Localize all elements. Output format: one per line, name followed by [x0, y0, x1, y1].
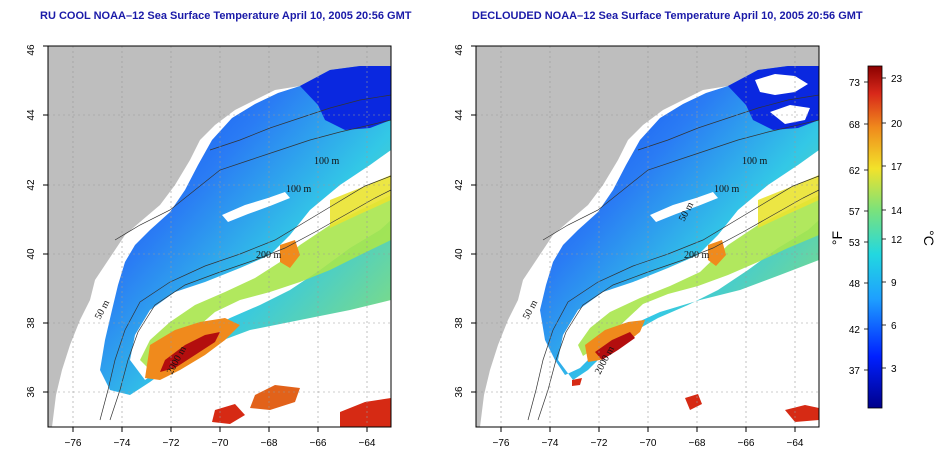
cloud-patch: [222, 192, 290, 222]
x-tick-label: −72: [163, 438, 180, 449]
map-title-left: RU COOL NOAA–12 Sea Surface Temperature …: [40, 10, 412, 22]
land-mass: [48, 46, 391, 427]
y-tick-label: 40: [26, 248, 37, 260]
sst-warm-pixels: [785, 405, 819, 422]
tick-marks: [471, 45, 796, 432]
isobath-label: 100 m: [314, 156, 340, 167]
sst-warm-eddy: [708, 240, 726, 266]
colorbar-f-tick: 42: [849, 325, 861, 336]
sst-gulf-stream-hot: [595, 332, 635, 360]
y-tick-label: 42: [454, 179, 465, 191]
sst-gulf-stream-hot: [160, 332, 220, 372]
y-tick-label: 44: [26, 109, 37, 121]
x-tick-label: −76: [65, 438, 82, 449]
x-tick-label: −74: [542, 438, 559, 449]
y-tick-label: 42: [26, 179, 37, 191]
colorbar-c-tick: 3: [891, 364, 897, 375]
isobath-label: 200 m: [684, 250, 710, 261]
colorbar-f-tick: 53: [849, 238, 861, 249]
colorbar-celsius-label: °C: [921, 230, 937, 246]
colorbar-c-tick: 12: [891, 235, 903, 246]
colorbar-c-tick: 17: [891, 162, 903, 173]
sst-gulf-of-maine: [300, 66, 391, 130]
y-tick-label: 38: [454, 317, 465, 329]
x-tick-label: −70: [212, 438, 229, 449]
sst-warm-slope: [578, 195, 819, 356]
y-tick-label: 44: [454, 109, 465, 121]
colorbar-c-tick: 20: [891, 119, 903, 130]
cloud-patch: [770, 105, 810, 124]
colorbar-c-tick: 6: [891, 321, 897, 332]
y-tick-label: 38: [26, 317, 37, 329]
isobath-label: 100 m: [742, 156, 768, 167]
sst-warm-pixels: [340, 398, 391, 427]
x-tick-label: −68: [689, 438, 706, 449]
tick-marks: [43, 45, 368, 432]
map-panel-right: 2000 m 50 m 50 m 200 m 100 m 100 m: [454, 44, 820, 449]
colorbar-c-tick: 23: [891, 74, 903, 85]
map-title-right: DECLOUDED NOAA–12 Sea Surface Temperatur…: [472, 10, 863, 22]
sst-warm-pixels-3: [212, 404, 245, 424]
isobath-label: 200 m: [256, 250, 282, 261]
x-tick-label: −72: [591, 438, 608, 449]
sst-warm-pixels-2: [685, 394, 702, 410]
colorbar-f-tick: 62: [849, 166, 861, 177]
grid-lines: [476, 46, 819, 427]
sst-warm-pixels-3: [572, 378, 582, 386]
x-tick-label: −64: [787, 438, 804, 449]
colorbar-c-tick: 14: [891, 206, 903, 217]
colorbar-f-tick: 57: [849, 207, 861, 218]
isobath-label: 100 m: [286, 184, 312, 195]
colorbar-f-tick: 48: [849, 279, 861, 290]
y-tick-label: 40: [454, 248, 465, 260]
x-tick-label: −74: [114, 438, 131, 449]
colorbar-fahrenheit-label: °F: [829, 231, 845, 245]
colorbar-f-tick: 68: [849, 120, 861, 131]
x-tick-label: −66: [738, 438, 755, 449]
x-tick-label: −64: [359, 438, 376, 449]
sst-warm-slope: [140, 195, 391, 370]
y-tick-label: 36: [26, 386, 37, 398]
cloud-patch: [650, 192, 718, 222]
x-tick-label: −66: [310, 438, 327, 449]
colorbar-c-tick: 9: [891, 278, 897, 289]
colorbar-ticks: [864, 77, 886, 371]
isobath-lines: [527, 94, 819, 421]
y-tick-label: 36: [454, 386, 465, 398]
grid-lines: [48, 46, 391, 427]
x-tick-label: −68: [261, 438, 278, 449]
y-tick-label: 46: [454, 44, 465, 56]
x-tick-label: −76: [493, 438, 510, 449]
y-tick-label: 46: [26, 44, 37, 56]
land-mass: [476, 46, 819, 427]
cloud-patch: [755, 74, 808, 95]
colorbar-f-tick: 73: [849, 78, 861, 89]
colorbar: 73 68 62 57 53 48 42 37 23 20 17 14 12 9…: [829, 65, 937, 409]
x-tick-label: −70: [640, 438, 657, 449]
colorbar-f-tick: 37: [849, 366, 861, 377]
sst-cold-shelf: [540, 66, 819, 380]
sst-warm-pixels-2: [250, 385, 300, 410]
colorbar-gradient: [867, 65, 883, 409]
map-panel-left: 2000 m 50 m 200 m 100 m 100 m: [26, 44, 392, 449]
isobath-label: 100 m: [714, 184, 740, 195]
